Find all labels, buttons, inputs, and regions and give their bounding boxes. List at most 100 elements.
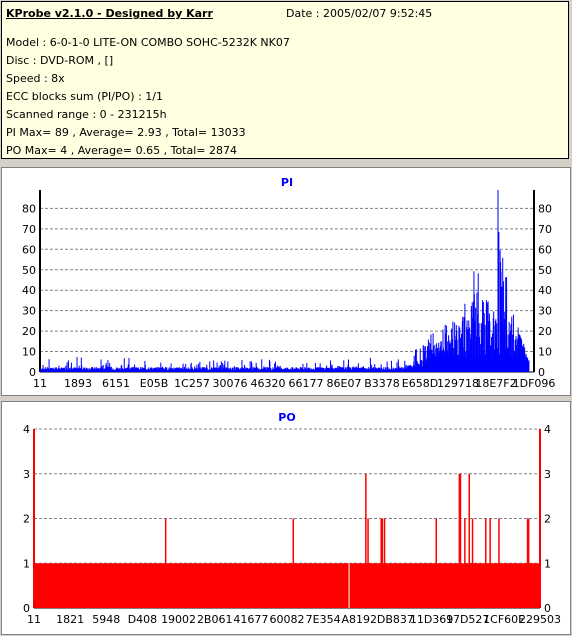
po-y-tick-label-right: 3 (544, 468, 551, 481)
pi-bar (458, 325, 460, 372)
pi-y-tick-label-left: 80 (22, 202, 36, 215)
po-spike (380, 518, 382, 608)
po-x-tick-label: 1CF60F (483, 613, 524, 626)
pi-bar (168, 367, 170, 372)
pi-bar (528, 360, 530, 372)
po-spike (292, 518, 294, 608)
pi-y-tick-label-left: 40 (22, 284, 36, 297)
po-x-tick-label: 2B061 (197, 613, 233, 626)
pi-bar (198, 363, 200, 372)
pi-bar (70, 362, 72, 372)
pi-bar (497, 190, 499, 372)
pi-bar (516, 338, 518, 372)
pi-bar (512, 314, 514, 372)
pi-bar (484, 324, 486, 372)
pi-bar (161, 367, 163, 372)
po-y-tick-label-right: 2 (544, 513, 551, 526)
po-baseline-bar (35, 563, 539, 608)
pi-bar (305, 368, 307, 372)
pi-bar (512, 334, 514, 372)
pi-bar (422, 345, 424, 372)
pi-bar (483, 312, 485, 372)
po-x-tick-label: 11 (27, 613, 41, 626)
pi-bar (514, 339, 516, 372)
pi-bars (40, 190, 530, 372)
pi-bar (190, 362, 192, 372)
pi-bar (102, 364, 104, 372)
pi-bar (264, 367, 266, 372)
po-chart: PO0 01 12 23 34 411 1821 5948 D408 19002 2B061 4167… (23, 411, 561, 626)
pi-bar (91, 367, 93, 372)
po-x-tick-label: A8192 (342, 613, 378, 626)
pi-bar (406, 365, 408, 372)
pi-x-tick-label: 1DF096 (513, 377, 556, 390)
pi-bar (177, 368, 179, 372)
pi-bar (279, 365, 281, 372)
pi-bar (385, 367, 387, 372)
pi-bar (170, 363, 172, 372)
pi-x-tick-label: 129718 (437, 377, 479, 390)
pi-y-tick-label-right: 60 (538, 243, 552, 256)
pi-bar (267, 367, 269, 372)
speed-line: Speed : 8x (6, 72, 65, 85)
pi-bar (148, 367, 150, 372)
pi-bar (357, 367, 359, 372)
pi-bar (107, 360, 109, 372)
pi-bar (386, 361, 388, 372)
po-spike (527, 518, 530, 608)
pi-bar (328, 367, 330, 372)
pi-bar (365, 368, 367, 372)
pi-bar (227, 361, 229, 372)
pi-bar (468, 320, 470, 372)
pi-bar (80, 357, 82, 372)
pi-bar (185, 363, 187, 372)
pi-bar (201, 367, 203, 372)
pi-x-tick-label: 46320 (251, 377, 286, 390)
pi-bar (249, 361, 251, 372)
pi-bar (401, 367, 403, 372)
po-spike (468, 473, 470, 608)
po-x-tick-label: 7E354 (306, 613, 341, 626)
pi-bar (502, 257, 504, 372)
info-panel: KProbe v2.1.0 - Designed by Karr Date : … (1, 1, 569, 159)
po-y-tick-label-left: 4 (23, 423, 30, 436)
pi-bar (415, 349, 417, 372)
pi-bar (274, 361, 276, 372)
pi-bar (130, 367, 132, 372)
po-x-tick-label: 60082 (270, 613, 305, 626)
pi-bar (476, 292, 478, 372)
po-x-tick-label: 19002 (161, 613, 196, 626)
po-y-tick-label-right: 0 (544, 602, 551, 615)
pi-y-tick-label-right: 80 (538, 202, 552, 215)
po-spike (489, 518, 491, 608)
pi-bar (268, 367, 270, 372)
po-x-tick-label: 11D369 (410, 613, 453, 626)
pi-bar (181, 367, 183, 372)
pi-bar (314, 362, 316, 372)
pi-bar (460, 333, 462, 372)
pi-x-tick-label: 1C257 (174, 377, 210, 390)
pi-bar (76, 357, 78, 372)
pi-bar (256, 366, 258, 372)
pi-bar (515, 336, 517, 372)
pi-y-tick-label-left: 0 (29, 366, 36, 379)
pi-bar (224, 360, 226, 372)
pi-bar (506, 277, 508, 372)
pi-bar (256, 367, 258, 372)
pi-bar (355, 367, 357, 372)
pi-bar (369, 357, 371, 372)
pi-bar (101, 365, 103, 372)
pi-bar (261, 359, 263, 372)
pi-bar (491, 333, 493, 372)
po-bars (35, 473, 539, 608)
pi-bar (245, 367, 247, 372)
pi-bar (247, 368, 249, 372)
pi-bar (67, 360, 69, 372)
pi-y-tick-label-left: 10 (22, 346, 36, 359)
pi-bar (420, 359, 422, 372)
pi-bar (464, 303, 466, 372)
pi-bar (156, 367, 158, 372)
pi-bar (493, 311, 495, 372)
po-gap (348, 563, 350, 608)
pi-bar (141, 367, 143, 372)
